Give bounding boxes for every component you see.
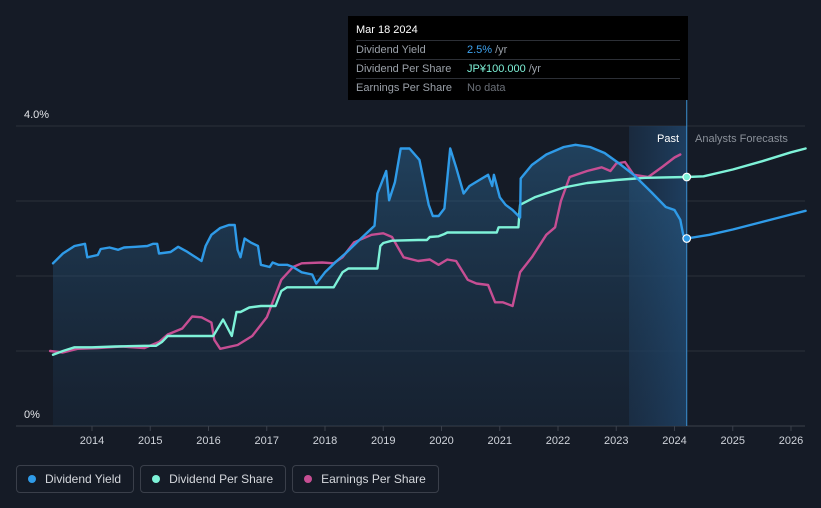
x-tick-label: 2026 (779, 435, 803, 447)
tooltip-label: Dividend Per Share (356, 63, 452, 75)
x-tick-label: 2024 (662, 435, 686, 447)
legend-dot-icon (304, 475, 313, 483)
y-tick-label-bottom: 0% (24, 409, 40, 421)
legend: Dividend Yield Dividend Per Share Earnin… (16, 465, 439, 495)
dividend-yield-line (51, 143, 807, 285)
legend-label: Dividend Yield (45, 472, 122, 486)
tooltip-value: JP¥100.000 (467, 63, 526, 75)
tooltip-unit: /yr (495, 44, 508, 56)
past-label: Past (657, 133, 679, 145)
tooltip-row-earnings-per-share: Earnings Per Share No data (356, 79, 680, 97)
x-tick-label: 2023 (604, 435, 628, 447)
tooltip-value: 2.5% (467, 44, 493, 56)
x-tick-label: 2022 (546, 435, 570, 447)
x-tick-label: 2018 (313, 435, 337, 447)
legend-item-dividend-yield[interactable]: Dividend Yield (16, 465, 135, 493)
legend-item-dividend-per-share[interactable]: Dividend Per Share (140, 465, 287, 493)
legend-label: Earnings Per Share (321, 472, 426, 486)
legend-label: Dividend Per Share (169, 472, 274, 486)
tooltip-date: Mar 18 2024 (356, 16, 680, 41)
x-tick-label: 2020 (429, 435, 453, 447)
legend-dot-icon (28, 475, 36, 483)
legend-item-earnings-per-share[interactable]: Earnings Per Share (292, 465, 439, 493)
y-tick-label-top: 4.0% (24, 109, 49, 121)
x-tick-label: 2021 (488, 435, 512, 447)
tooltip-unit: /yr (528, 63, 541, 75)
x-tick-label: 2016 (196, 435, 220, 447)
dividend-yield-marker (682, 234, 692, 243)
legend-dot-icon (152, 475, 161, 483)
dividend-yield-area (52, 144, 687, 427)
tooltip-row-dividend-per-share: Dividend Per Share JP¥100.000 /yr (356, 60, 680, 79)
tooltip-label: Dividend Yield (356, 44, 426, 56)
dividend-per-share-line (51, 147, 807, 356)
analysts-forecasts-label: Analysts Forecasts (695, 133, 788, 145)
x-tick-label: 2014 (80, 435, 104, 447)
tooltip-value: No data (467, 82, 506, 94)
x-tick-label: 2019 (371, 435, 395, 447)
x-tick-label: 2025 (721, 435, 745, 447)
earnings-per-share-line (48, 153, 682, 354)
tooltip-label: Earnings Per Share (356, 82, 452, 94)
x-tick-label: 2017 (255, 435, 279, 447)
tooltip: Mar 18 2024 Dividend Yield 2.5% /yr Divi… (348, 16, 688, 100)
dividend-per-share-marker (682, 172, 692, 182)
x-tick-label: 2015 (138, 435, 162, 447)
tooltip-row-dividend-yield: Dividend Yield 2.5% /yr (356, 41, 680, 60)
